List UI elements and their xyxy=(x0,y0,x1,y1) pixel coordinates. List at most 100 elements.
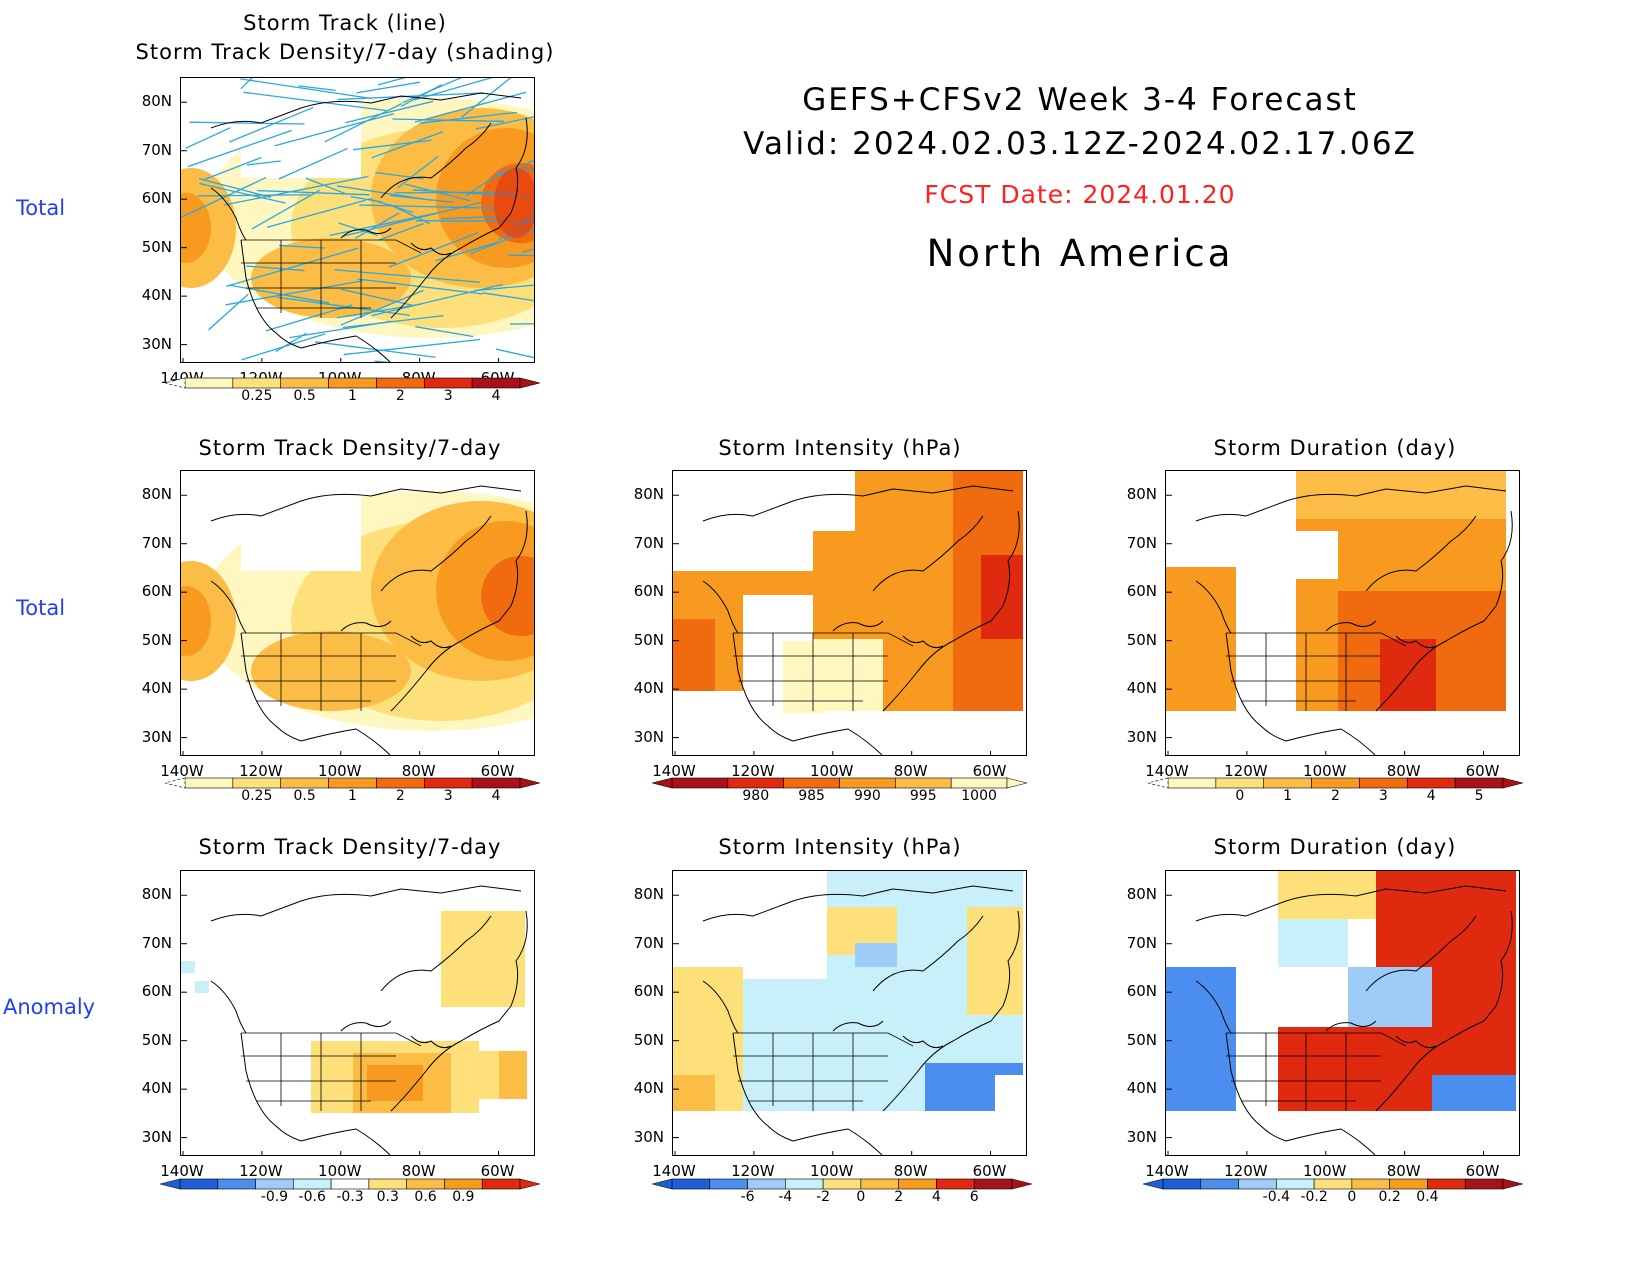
lon-label: 100W xyxy=(318,1162,362,1180)
lon-label: 140W xyxy=(1145,762,1189,780)
panel-title-intensity-total: Storm Intensity (hPa) xyxy=(718,436,962,460)
panel-title-density-total: Storm Track Density/7-day xyxy=(198,436,502,460)
colorbar-tick-label: -4 xyxy=(778,1189,793,1205)
lon-label: 60W xyxy=(972,762,1007,780)
lat-label: 60N xyxy=(141,982,172,1001)
lon-label: 100W xyxy=(810,762,854,780)
lat-label: 40N xyxy=(141,679,172,698)
lon-label: 60W xyxy=(480,762,515,780)
colorbar-tick-label: 985 xyxy=(798,788,825,804)
colorbar-tick-label: 995 xyxy=(909,788,937,804)
panel-title-duration-total: Storm Duration (day) xyxy=(1213,436,1457,460)
panel-title-density-anom: Storm Track Density/7-day xyxy=(198,835,502,859)
lon-label: 60W xyxy=(1465,762,1500,780)
lat-label: 30N xyxy=(141,1127,172,1146)
lat-label: 80N xyxy=(141,885,172,904)
colorbar-tick-label: 0.25 xyxy=(241,388,273,404)
colorbar-tick-label: 3 xyxy=(443,788,453,804)
colorbar-swatches xyxy=(1147,777,1524,789)
colorbar-tick-label: 2 xyxy=(395,388,405,404)
lon-label: 60W xyxy=(480,1162,515,1180)
colorbar-tick-label: 4 xyxy=(491,788,501,804)
colorbar-tick-label: 1 xyxy=(348,788,357,804)
lat-label: 30N xyxy=(1126,727,1157,746)
colorbar-tick-label: 2 xyxy=(894,1189,904,1205)
lon-label: 140W xyxy=(160,762,204,780)
colorbar-duration-anom: -0.4 -0.2 0 0.2 0.4 xyxy=(1142,1177,1524,1205)
lat-label: 30N xyxy=(1126,1127,1157,1146)
lat-label: 80N xyxy=(141,92,172,111)
colorbar-tick-label: 0.9 xyxy=(452,1189,475,1205)
colorbar-swatches xyxy=(164,377,541,389)
panel-title-duration-anom: Storm Duration (day) xyxy=(1213,835,1457,859)
lat-label: 40N xyxy=(1126,679,1157,698)
lat-label: 70N xyxy=(1126,933,1157,952)
map-density-total xyxy=(180,470,535,756)
lon-label: 120W xyxy=(731,762,775,780)
lat-label: 60N xyxy=(633,982,664,1001)
map-storm-track xyxy=(180,77,535,363)
colorbar-swatches xyxy=(651,1178,1033,1190)
lat-label: 80N xyxy=(1126,485,1157,504)
lon-label: 100W xyxy=(1303,1162,1347,1180)
lat-label: 70N xyxy=(141,933,172,952)
lat-label: 60N xyxy=(633,582,664,601)
lat-label: 40N xyxy=(141,286,172,305)
colorbar-swatches xyxy=(651,777,1028,789)
row-label-anomaly: Anomaly xyxy=(3,995,96,1019)
lon-label: 80W xyxy=(893,762,928,780)
colorbar-intensity-anom: -6 -4 -2 0 2 4 6 xyxy=(651,1177,1033,1205)
lat-label: 40N xyxy=(633,1079,664,1098)
lon-label: 120W xyxy=(1224,762,1268,780)
lat-label: 70N xyxy=(633,533,664,552)
colorbar-tick-label: 980 xyxy=(742,788,770,804)
colorbar-swatches xyxy=(1142,1178,1524,1190)
lat-label: 40N xyxy=(633,679,664,698)
lon-label: 100W xyxy=(1303,762,1347,780)
lat-label: 40N xyxy=(1126,1079,1157,1098)
lon-label: 100W xyxy=(318,762,362,780)
lon-label: 80W xyxy=(1386,762,1421,780)
main-title-line2: Valid: 2024.02.03.12Z-2024.02.17.06Z xyxy=(743,126,1417,162)
lon-label: 120W xyxy=(239,762,283,780)
row-label-total-1: Total xyxy=(16,196,66,220)
lat-label: 80N xyxy=(633,885,664,904)
lat-label: 50N xyxy=(141,1030,172,1049)
colorbar-tick-label: 0.4 xyxy=(1416,1189,1439,1205)
colorbar-tick-label: 1000 xyxy=(961,788,997,804)
lat-label: 30N xyxy=(633,727,664,746)
lat-label: 60N xyxy=(1126,982,1157,1001)
colorbar-tick-label: 4 xyxy=(491,388,501,404)
colorbar-tick-label: 990 xyxy=(854,788,881,804)
lat-label: 60N xyxy=(141,582,172,601)
lat-label: 50N xyxy=(633,630,664,649)
colorbar-tick-label: 1 xyxy=(348,388,357,404)
lat-label: 60N xyxy=(1126,582,1157,601)
colorbar-tick-label: -0.3 xyxy=(336,1189,364,1205)
lon-label: 120W xyxy=(239,1162,283,1180)
colorbar-tick-label: 4 xyxy=(931,1189,941,1205)
lat-label: 30N xyxy=(141,727,172,746)
lat-label: 50N xyxy=(141,237,172,256)
lon-label: 140W xyxy=(160,1162,204,1180)
colorbar-tick-label: 0 xyxy=(1235,788,1245,804)
map-intensity-total xyxy=(672,470,1027,756)
lon-label: 120W xyxy=(1224,1162,1268,1180)
lon-label: 80W xyxy=(1386,1162,1421,1180)
lat-label: 80N xyxy=(141,485,172,504)
panel-title-track-line2: Storm Track Density/7-day (shading) xyxy=(135,40,555,64)
colorbar-density-anom: -0.9 -0.6 -0.3 0.3 0.6 0.9 xyxy=(159,1177,541,1205)
map-intensity-anom xyxy=(672,870,1027,1156)
lat-label: 80N xyxy=(1126,885,1157,904)
colorbar-tick-label: -0.9 xyxy=(260,1189,289,1205)
lon-label: 80W xyxy=(893,1162,928,1180)
region-title: North America xyxy=(926,232,1234,275)
colorbar-intensity-total: 980 985 990 995 1000 xyxy=(651,776,1028,804)
map-density-anom xyxy=(180,870,535,1156)
colorbar-swatches xyxy=(164,777,541,789)
lon-label: 140W xyxy=(652,1162,696,1180)
lat-label: 60N xyxy=(141,189,172,208)
colorbar-tick-label: 3 xyxy=(1378,788,1388,804)
colorbar-tick-label: 0 xyxy=(856,1189,866,1205)
lat-label: 70N xyxy=(1126,533,1157,552)
